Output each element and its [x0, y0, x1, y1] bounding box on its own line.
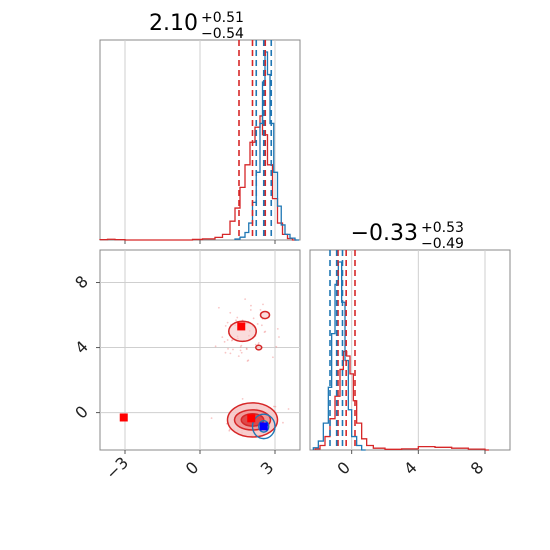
red-contour-level: [228, 320, 257, 343]
scatter-point: [226, 339, 229, 341]
point-marker: [119, 413, 128, 422]
scatter-point: [275, 345, 278, 348]
joint-x-tick-labels: −3 0 3: [102, 450, 277, 483]
scatter-point: [272, 405, 275, 408]
param2-x-tick-labels: 0 4 8: [333, 450, 487, 478]
param2-marginal-quantile-lines: [329, 250, 356, 450]
scatter-point: [272, 356, 274, 359]
param2-marginal-frame: [309, 249, 511, 451]
scatter-point: [214, 345, 217, 348]
joint-panel: −3 0 3 0 4 8: [71, 249, 301, 483]
point-marker: [237, 322, 246, 331]
scatter-point: [228, 429, 231, 432]
scatter-point: [221, 336, 224, 339]
scatter-point: [224, 325, 227, 327]
scatter-point: [262, 303, 264, 306]
scatter-point: [232, 348, 234, 351]
scatter-point: [217, 306, 220, 309]
scatter-point: [235, 319, 237, 322]
param1-marginal-title: 2.10 +0.51 −0.54: [149, 10, 244, 42]
scatter-point: [276, 327, 279, 330]
blue-contour-level: [251, 413, 276, 440]
scatter-point: [287, 408, 290, 410]
scatter-point: [240, 351, 243, 354]
scatter-point: [241, 397, 244, 400]
scatter-point: [230, 339, 233, 342]
histogram-series-0: [99, 115, 297, 241]
scatter-point: [252, 317, 255, 320]
x-tick-label: 0: [333, 458, 354, 479]
scatter-point: [245, 347, 248, 350]
histogram-series-0: [314, 350, 489, 451]
param2-marginal-title: −0.33 +0.53 −0.49: [351, 220, 464, 252]
scatter-point: [257, 341, 260, 344]
scatter-point: [224, 351, 227, 354]
scatter-point: [236, 316, 239, 319]
scatter-point: [249, 309, 252, 311]
red-small-contour: [259, 310, 271, 320]
param1-marginal-panel: 2.10 +0.51 −0.54: [99, 10, 301, 244]
scatter-point: [227, 347, 229, 350]
param1-title-lower: −0.54: [201, 26, 244, 42]
joint-y-tick-labels: 0 4 8: [71, 272, 100, 423]
scatter-point: [226, 321, 229, 324]
param2-title-upper: +0.53: [421, 220, 464, 236]
y-tick-label: 0: [71, 402, 92, 423]
param1-marginal-quantile-lines: [238, 40, 273, 240]
scatter-point: [228, 428, 231, 431]
scatter-point: [264, 330, 267, 333]
param2-marginal-panel: 0 4 8 −0.33 +0.53 −0.49: [309, 220, 511, 478]
scatter-point: [239, 349, 242, 352]
scatter-point: [274, 405, 277, 408]
x-tick-label: −3: [102, 453, 132, 483]
param2-title-value: −0.33: [351, 221, 418, 246]
param1-marginal-grid: [124, 40, 276, 244]
x-tick-label: 4: [400, 458, 421, 479]
red-small-contour: [255, 344, 263, 351]
param1-title-value: 2.10: [149, 11, 198, 36]
point-marker: [247, 414, 256, 423]
x-tick-label: 8: [467, 458, 488, 479]
scatter-point: [246, 360, 249, 362]
y-tick-label: 8: [71, 272, 92, 293]
scatter-point: [282, 421, 284, 424]
scatter-point: [210, 417, 213, 420]
point-marker: [259, 422, 268, 431]
x-tick-label: 3: [257, 458, 278, 479]
scatter-point: [239, 346, 242, 348]
scatter-point: [244, 298, 247, 300]
scatter-point: [240, 344, 243, 347]
scatter-point: [278, 336, 280, 338]
x-tick-label: 0: [182, 458, 203, 479]
scatter-point: [263, 331, 266, 334]
scatter-point: [223, 340, 226, 343]
scatter-point: [250, 304, 252, 307]
param1-title-upper: +0.51: [201, 10, 244, 26]
scatter-point: [237, 355, 240, 357]
joint-markers: [119, 322, 268, 431]
scatter-point: [229, 352, 232, 355]
scatter-point: [256, 323, 259, 325]
blue-contour-level: [258, 420, 270, 433]
scatter-point: [260, 324, 263, 327]
param2-title-lower: −0.49: [421, 236, 464, 252]
scatter-point: [259, 308, 262, 311]
scatter-point: [229, 311, 232, 314]
scatter-point: [245, 348, 248, 351]
y-tick-label: 4: [71, 337, 92, 358]
scatter-point: [247, 359, 250, 362]
